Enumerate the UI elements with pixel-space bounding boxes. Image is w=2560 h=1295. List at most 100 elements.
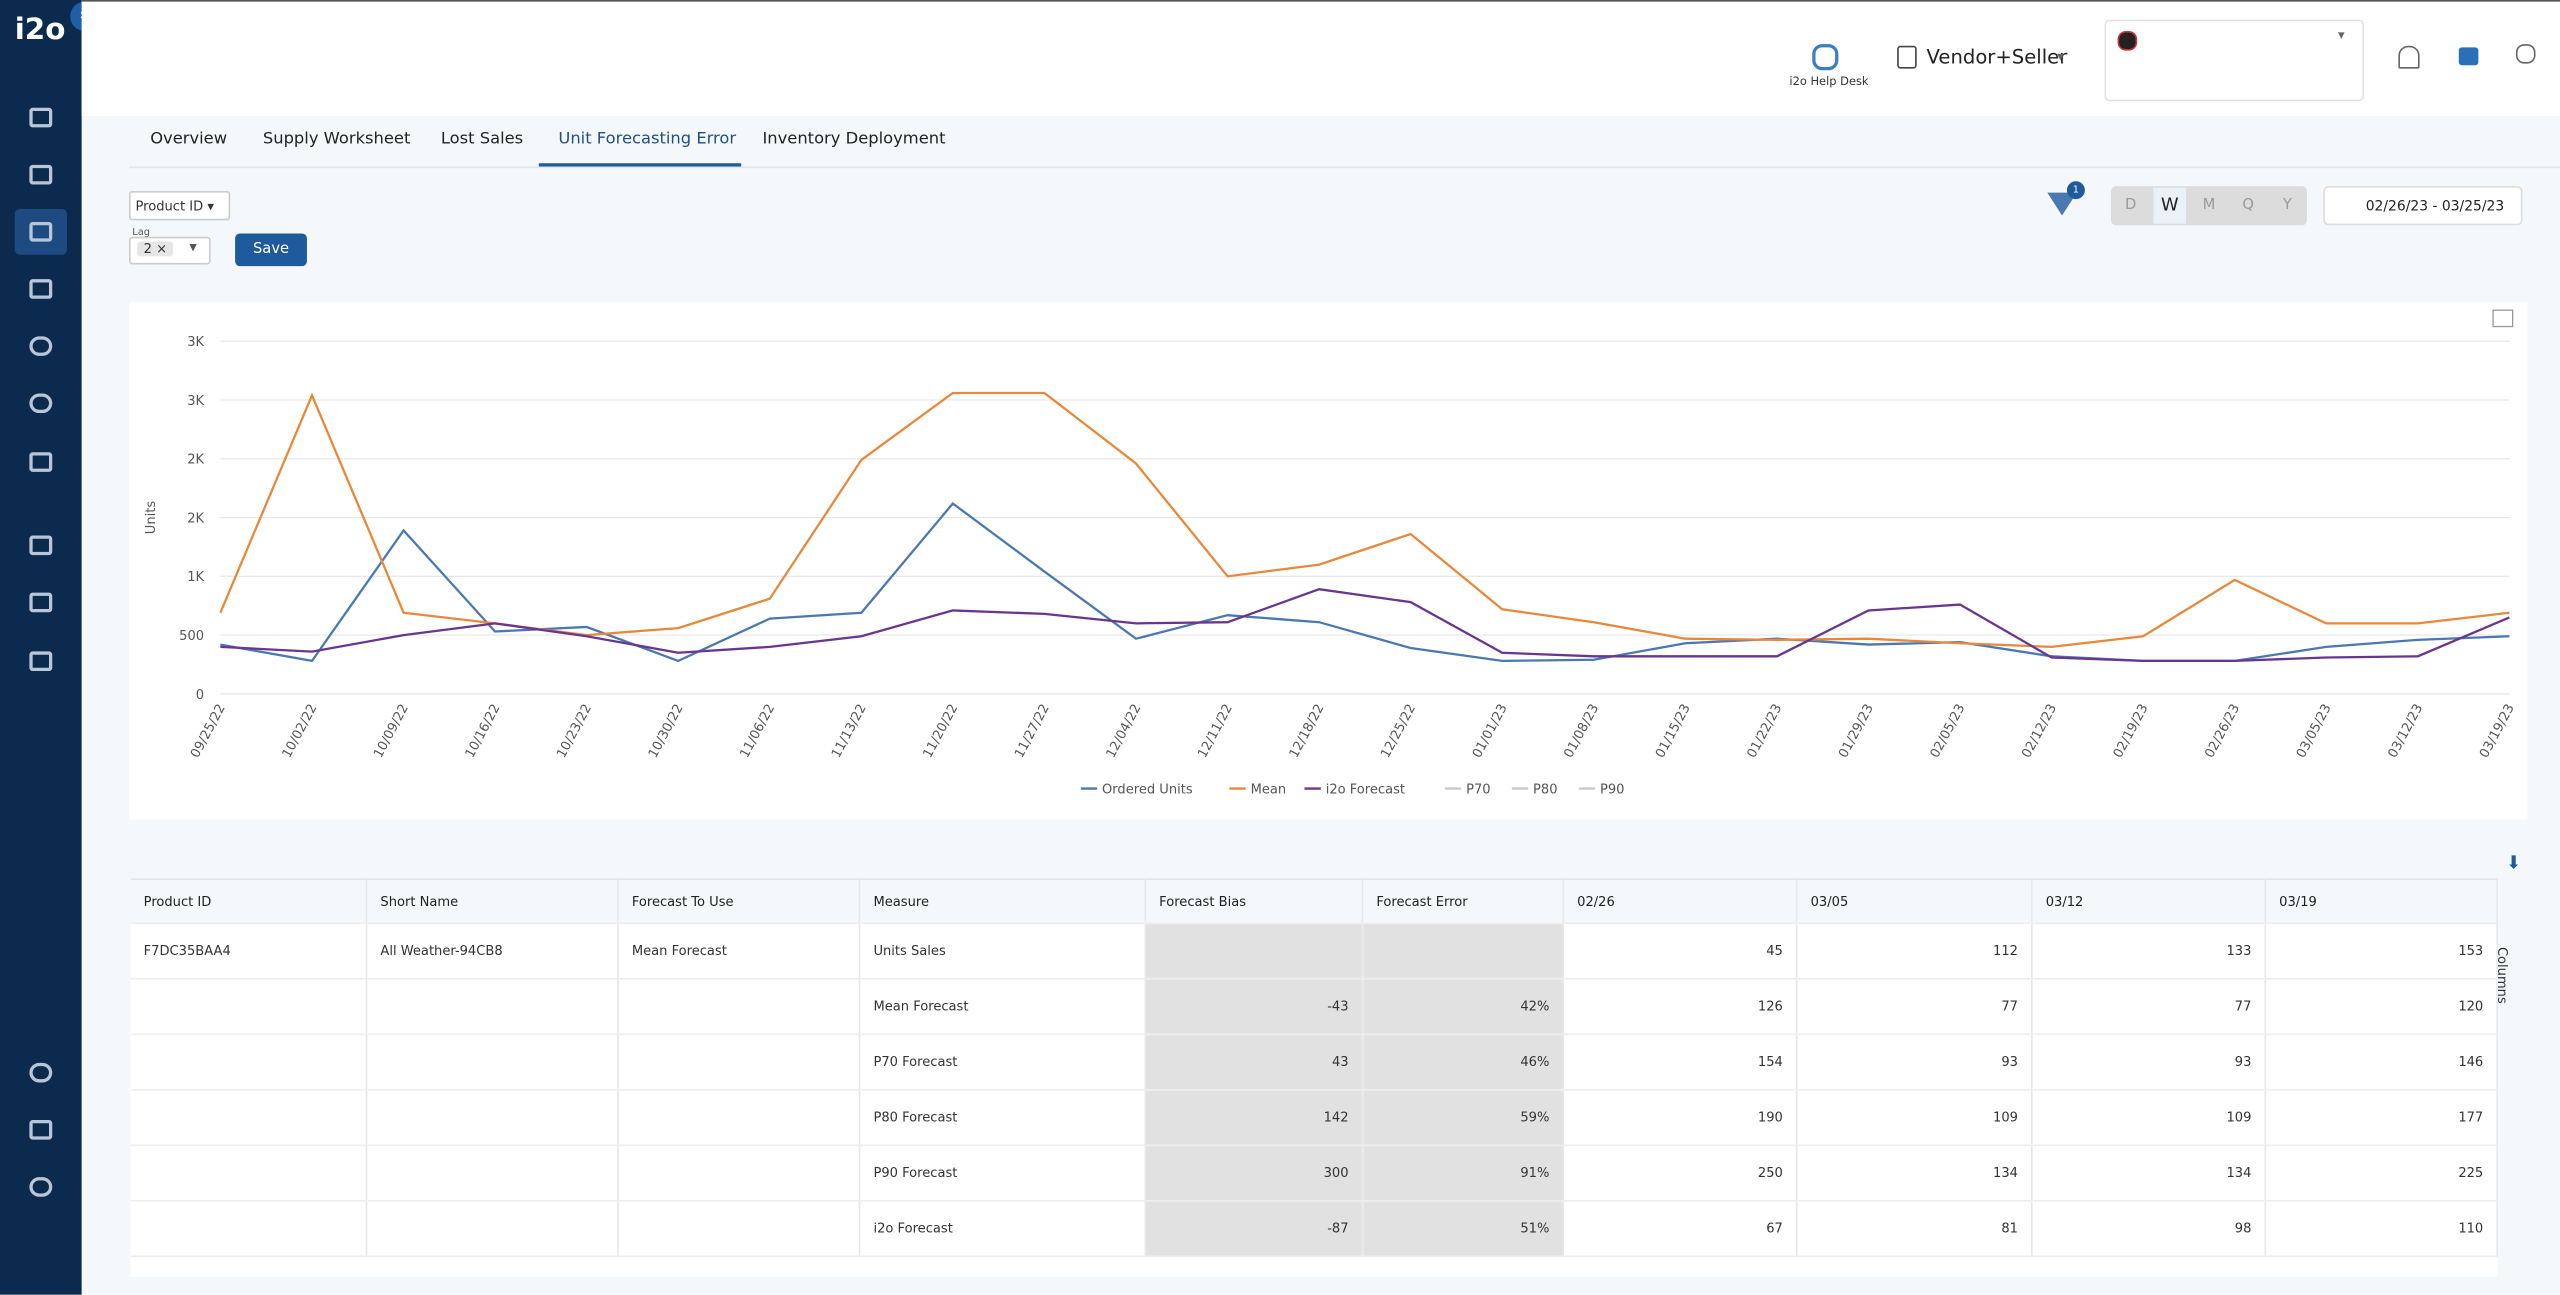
y-tick-label: 2K — [187, 511, 204, 526]
tab[interactable]: Inventory Deployment — [762, 130, 946, 149]
legend-label: Mean — [1251, 782, 1287, 797]
save-button[interactable]: Save — [235, 233, 307, 267]
product-select[interactable]: Product ID ▾ — [128, 191, 231, 221]
nav-icon[interactable] — [29, 1062, 53, 1083]
table-cell — [366, 978, 619, 1036]
table-cell — [617, 978, 861, 1036]
tab[interactable]: Unit Forecasting Error — [558, 130, 737, 149]
table-cell: 46% — [1362, 1034, 1565, 1091]
caret: ▾ — [2057, 48, 2064, 64]
table-cell — [130, 1034, 368, 1091]
nav-icon[interactable] — [29, 592, 53, 613]
store-select[interactable]: ▾ — [2104, 19, 2365, 102]
filter-icon[interactable] — [2047, 192, 2077, 216]
column-header[interactable]: Forecast To Use — [617, 878, 861, 925]
nav-icon[interactable] — [29, 1120, 53, 1140]
column-header[interactable]: Forecast Bias — [1145, 878, 1364, 925]
table-row: P80 Forecast 142 59% 190 109 109 177 — [130, 1089, 2498, 1147]
period-button[interactable]: D — [2114, 187, 2147, 224]
column-header[interactable]: 02/26 — [1563, 878, 1798, 925]
period-button[interactable]: W — [2153, 187, 2187, 224]
date-picker[interactable]: 02/26/23 - 03/25/23 — [2323, 186, 2523, 226]
user[interactable] — [2515, 44, 2536, 64]
legend-label: i2o Forecast — [1326, 782, 1405, 797]
x-tick-label: 03/19/23 — [2477, 702, 2518, 761]
column-header[interactable]: Measure — [859, 878, 1147, 925]
series-line — [220, 588, 2510, 663]
nav-icon[interactable] — [29, 651, 53, 672]
table-cell: 77 — [1796, 978, 2033, 1036]
table-cell — [1145, 923, 1364, 980]
active-nav — [14, 208, 67, 255]
table-cell: 153 — [2265, 923, 2498, 980]
lag-select[interactable]: 2 × ▾ — [128, 236, 211, 265]
caret: ▾ — [2337, 27, 2345, 43]
product-label: Product ID — [135, 199, 204, 214]
sidebar: i2o ›| — [0, 0, 100, 1295]
nav-icon[interactable] — [29, 393, 53, 414]
help-desk[interactable]: i2o Help Desk — [1789, 75, 1869, 89]
y-tick-label: 3K — [187, 394, 204, 409]
active-tab-indicator — [538, 163, 742, 167]
table-cell — [1362, 923, 1565, 980]
chat[interactable] — [2458, 47, 2479, 66]
table-row: P90 Forecast 300 91% 250 134 134 225 — [130, 1145, 2498, 1202]
store-icon — [2117, 31, 2138, 51]
table-cell: 45 — [1563, 923, 1798, 980]
nav-icon[interactable] — [29, 1177, 53, 1197]
nav-icon[interactable] — [29, 535, 53, 556]
table-cell — [617, 1089, 861, 1147]
download[interactable]: ⬇ — [2506, 852, 2522, 874]
nav-icon[interactable] — [29, 336, 53, 356]
tab[interactable]: Lost Sales — [440, 130, 524, 149]
table-cell — [130, 1200, 368, 1258]
x-tick-label: 12/25/22 — [1378, 702, 1419, 761]
header-row: Product ID Short Name Forecast To Use Measu… — [130, 878, 2498, 925]
table-cell — [366, 1145, 619, 1202]
help-icon[interactable] — [1812, 44, 1839, 71]
y-axis-label: Units — [144, 501, 159, 535]
table-cell — [617, 1200, 861, 1258]
table-cell: 91% — [1362, 1145, 1565, 1202]
column-header[interactable]: 03/19 — [2265, 878, 2498, 925]
table-cell: 126 — [1563, 978, 1798, 1036]
column-header[interactable]: Short Name — [366, 878, 619, 925]
table-cell — [130, 978, 368, 1036]
column-header[interactable]: 03/12 — [2031, 878, 2267, 925]
column-header[interactable]: 03/05 — [1796, 878, 2033, 925]
x-tick-label: 09/25/22 — [188, 702, 229, 761]
nav-icon[interactable] — [29, 279, 53, 299]
tab[interactable]: Supply Worksheet — [262, 130, 411, 149]
x-tick-label: 01/22/23 — [1745, 702, 1786, 761]
table-cell: 146 — [2265, 1034, 2498, 1091]
column-header[interactable]: Product ID — [130, 878, 368, 925]
table-row: i2o Forecast -87 51% 67 81 98 110 — [130, 1200, 2498, 1258]
nav-icon[interactable] — [29, 222, 53, 242]
account-select[interactable]: Vendor+Seller — [1926, 45, 2068, 69]
nav-icon[interactable] — [29, 164, 53, 185]
column-header[interactable]: Forecast Error — [1362, 878, 1565, 925]
lag-chip[interactable]: 2 × — [137, 241, 174, 257]
period-button[interactable]: M — [2192, 187, 2226, 224]
tab[interactable]: Overview — [150, 130, 228, 149]
table-cell: Mean Forecast — [859, 978, 1147, 1036]
y-tick-label: 500 — [179, 629, 204, 644]
table-cell: 134 — [2031, 1145, 2267, 1202]
table-cell: 120 — [2265, 978, 2498, 1036]
period-button[interactable]: Y — [2271, 187, 2304, 224]
table-cell: 177 — [2265, 1089, 2498, 1147]
nav-icon[interactable] — [29, 107, 53, 128]
tab-divider — [128, 166, 2560, 169]
x-tick-label: 10/02/22 — [280, 702, 321, 761]
period-button[interactable]: Q — [2231, 187, 2265, 224]
nav-icon[interactable] — [29, 452, 53, 472]
bell[interactable] — [2398, 45, 2420, 69]
columns-toggle[interactable]: Columns — [2494, 946, 2510, 1004]
x-tick-label: 10/09/22 — [371, 702, 412, 761]
table-cell: 109 — [1796, 1089, 2033, 1147]
x-tick-label: 01/15/23 — [1653, 702, 1694, 761]
table-cell: P90 Forecast — [859, 1145, 1147, 1202]
x-tick-label: 11/27/22 — [1012, 702, 1053, 761]
